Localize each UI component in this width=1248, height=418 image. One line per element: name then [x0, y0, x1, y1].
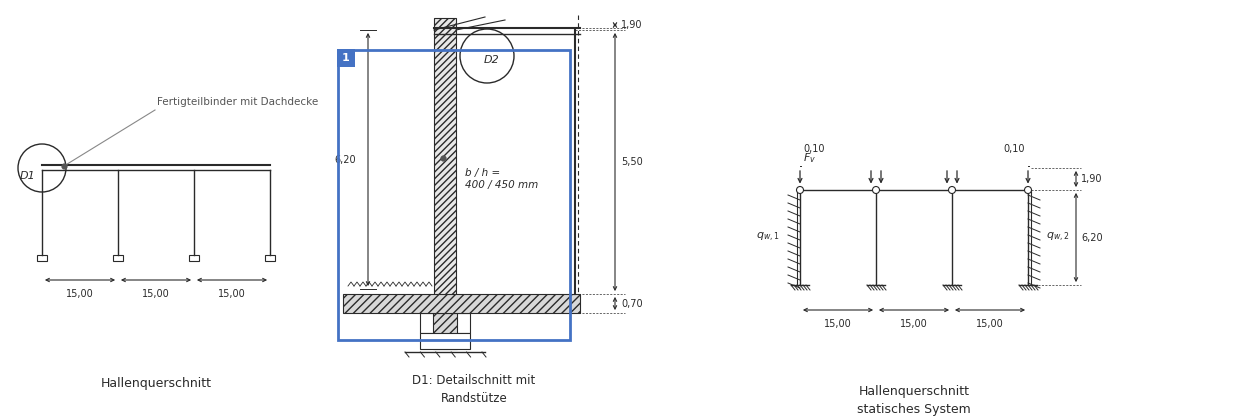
Circle shape — [1025, 186, 1032, 194]
Bar — [343, 294, 580, 313]
Text: 15,00: 15,00 — [976, 319, 1003, 329]
Text: 0,10: 0,10 — [1003, 144, 1025, 154]
Bar — [434, 18, 456, 295]
Bar — [421, 313, 470, 333]
Text: 1: 1 — [342, 53, 349, 63]
Text: Hallenquerschnitt: Hallenquerschnitt — [101, 377, 211, 390]
Bar — [114, 255, 124, 261]
Text: 15,00: 15,00 — [66, 289, 94, 299]
Text: Fertigteilbinder mit Dachdecke: Fertigteilbinder mit Dachdecke — [157, 97, 318, 107]
Text: D2: D2 — [484, 55, 500, 65]
Circle shape — [872, 186, 880, 194]
Bar — [338, 50, 570, 340]
Circle shape — [796, 186, 804, 194]
Bar — [265, 255, 275, 261]
Text: $F_v$: $F_v$ — [802, 151, 816, 165]
Text: Hallenquerschnitt
statisches System: Hallenquerschnitt statisches System — [857, 385, 971, 416]
Text: 15,00: 15,00 — [142, 289, 170, 299]
Circle shape — [948, 186, 956, 194]
Text: $q_{w,1}$: $q_{w,1}$ — [756, 231, 780, 244]
Text: 0,10: 0,10 — [802, 144, 825, 154]
Text: 5,50: 5,50 — [622, 157, 643, 167]
Text: D1: Detailschnitt mit
Randstütze: D1: Detailschnitt mit Randstütze — [412, 374, 535, 405]
Text: $q_{w,2}$: $q_{w,2}$ — [1046, 231, 1070, 244]
Bar — [421, 333, 470, 349]
Text: 6,20: 6,20 — [334, 155, 356, 165]
Text: 1,90: 1,90 — [622, 20, 643, 30]
Text: 15,00: 15,00 — [900, 319, 927, 329]
Text: 15,00: 15,00 — [218, 289, 246, 299]
FancyBboxPatch shape — [337, 49, 354, 67]
Text: D1: D1 — [20, 171, 36, 181]
Text: 0,70: 0,70 — [622, 298, 643, 308]
Bar — [37, 255, 47, 261]
Text: b / h =
400 / 450 mm: b / h = 400 / 450 mm — [466, 168, 538, 190]
Text: 6,20: 6,20 — [1081, 232, 1103, 242]
Text: 15,00: 15,00 — [824, 319, 852, 329]
Bar — [433, 313, 457, 349]
Text: 1,90: 1,90 — [1081, 174, 1102, 184]
Bar — [188, 255, 198, 261]
